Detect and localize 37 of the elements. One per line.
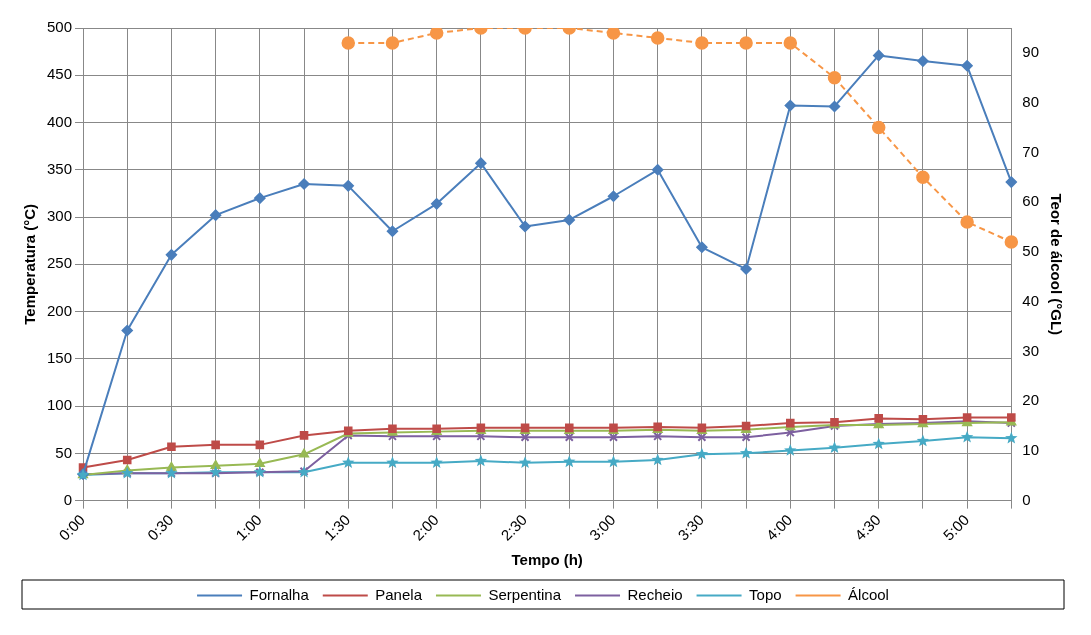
x-tick-label: 4:00 — [762, 511, 796, 544]
y-tick-label: 100 — [47, 396, 73, 414]
x-tick-label: 3:30 — [674, 511, 707, 544]
x-tick-label: 0:00 — [55, 511, 89, 544]
y2-tick-label: 30 — [1022, 341, 1039, 359]
y-tick-label: 350 — [47, 159, 73, 177]
x-axis-title: Tempo (h) — [511, 551, 583, 569]
legend-label: Panela — [375, 585, 423, 603]
legend-label: Recheio — [627, 585, 683, 603]
y-tick-label: 150 — [47, 348, 73, 366]
x-tick-label: 4:30 — [851, 511, 884, 544]
y2-tick-label: 40 — [1022, 291, 1039, 309]
y-tick-label: 0 — [63, 490, 73, 508]
y2-tick-label: 70 — [1022, 142, 1039, 160]
y2-tick-label: 60 — [1022, 192, 1039, 210]
y2-tick-label: 80 — [1022, 92, 1039, 110]
y-tick-label: 200 — [47, 301, 73, 319]
y2-tick-label: 90 — [1022, 43, 1039, 61]
x-tick-label: 5:00 — [939, 511, 973, 544]
legend-label: Serpentina — [488, 585, 562, 603]
legend-label: Álcool — [848, 585, 889, 603]
legend-label: Fornalha — [249, 585, 310, 603]
y-tick-label: 500 — [47, 18, 73, 36]
y2-tick-label: 50 — [1022, 242, 1039, 260]
y-axis-title: Temperatura (°C) — [21, 203, 39, 325]
y2-tick-label: 0 — [1022, 490, 1031, 508]
y2-axis-title: Teor de álcool (°GL) — [1047, 193, 1065, 336]
y-tick-label: 450 — [47, 65, 73, 83]
y-tick-label: 250 — [47, 254, 73, 272]
legend-label: Topo — [749, 585, 782, 603]
y-tick-label: 50 — [55, 443, 73, 461]
y2-tick-label: 10 — [1022, 441, 1039, 459]
y-tick-label: 400 — [47, 112, 73, 130]
y-tick-label: 300 — [47, 207, 73, 225]
x-tick-label: 0:30 — [143, 511, 177, 544]
x-tick-label: 3:00 — [585, 511, 619, 544]
y2-tick-label: 20 — [1022, 391, 1039, 409]
